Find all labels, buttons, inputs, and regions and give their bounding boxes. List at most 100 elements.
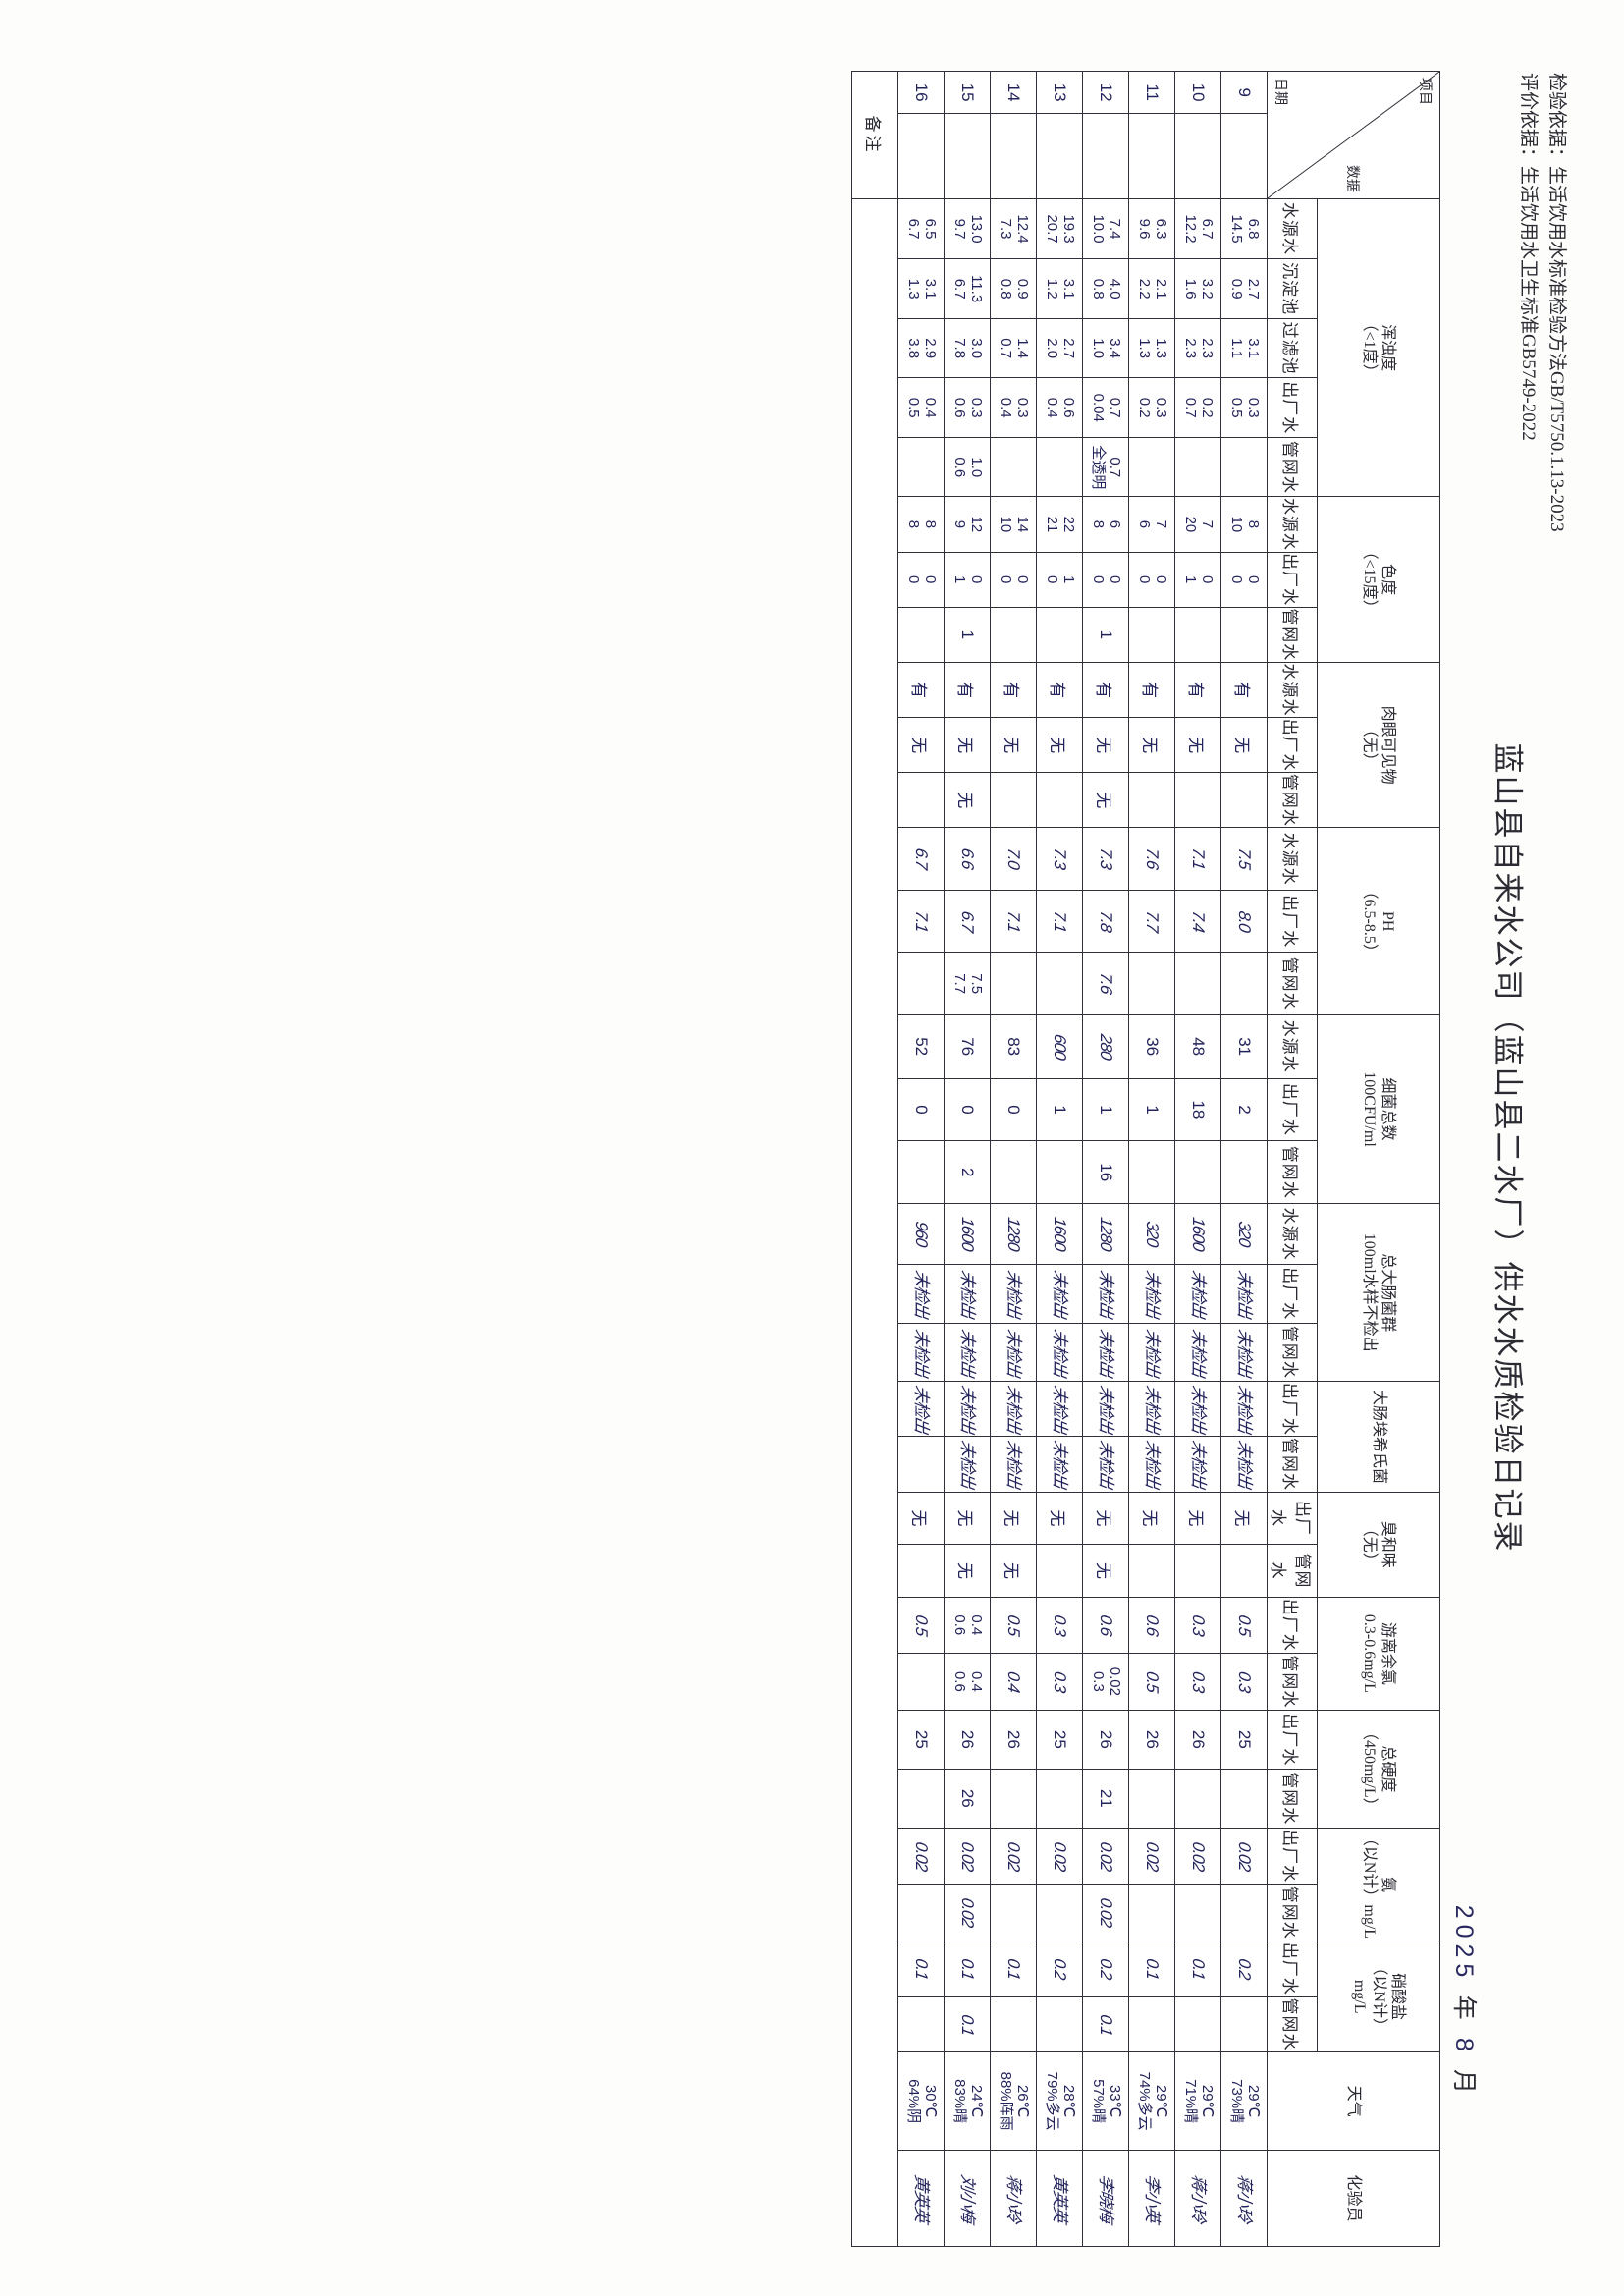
cell-coliform-source[interactable]: 1280 — [1082, 1203, 1129, 1265]
cell-nitrate-network[interactable]: 0.1 — [944, 1996, 991, 2052]
cell-ammonia-network[interactable]: 0.02 — [1082, 1884, 1129, 1941]
cell-chlorine-plant[interactable]: 0.5 — [1220, 1597, 1268, 1654]
cell-ph-network[interactable] — [990, 952, 1037, 1015]
cell-ammonia-network[interactable] — [1174, 1884, 1221, 1941]
cell-visible-network[interactable] — [1036, 772, 1083, 828]
cell-chroma-network[interactable] — [897, 607, 945, 663]
cell-turbidity-settling[interactable]: 3.2 1.6 — [1174, 258, 1221, 319]
cell-chlorine-network[interactable]: 0.4 0.6 — [944, 1653, 991, 1711]
cell-weather[interactable]: 33℃ 57%晴 — [1082, 2051, 1129, 2151]
cell-turbidity-source[interactable]: 13.0 9.7 — [944, 198, 991, 259]
cell-ph-plant[interactable]: 7.8 — [1082, 890, 1129, 953]
cell-hardness-network[interactable]: 21 — [1082, 1769, 1129, 1829]
cell-ph-plant[interactable]: 7.1 — [1036, 890, 1083, 953]
cell-turbidity-source[interactable]: 12.4 7.3 — [990, 198, 1037, 259]
cell-odor-network[interactable]: 无 — [944, 1544, 991, 1598]
cell-bacteria-source[interactable]: 48 — [1174, 1014, 1221, 1078]
cell-hardness-plant[interactable]: 26 — [1082, 1710, 1129, 1770]
cell-ammonia-plant[interactable]: 0.02 — [897, 1828, 945, 1885]
cell-turbidity-network[interactable]: 0.7 全透明 — [1082, 437, 1129, 497]
cell-chroma-network[interactable] — [1128, 607, 1175, 663]
cell-chroma-network[interactable]: 1 — [944, 607, 991, 663]
cell-visible-network[interactable]: 无 — [1082, 772, 1129, 828]
cell-ph-plant[interactable]: 6.7 — [944, 890, 991, 953]
cell-weather[interactable]: 29℃ 74%多云 — [1128, 2051, 1175, 2151]
cell-chlorine-network[interactable]: 0.5 — [1128, 1653, 1175, 1711]
cell-hardness-network[interactable] — [897, 1769, 945, 1829]
cell-weather[interactable]: 28℃ 79%多云 — [1036, 2051, 1083, 2151]
cell-ph-network[interactable] — [1174, 952, 1221, 1015]
cell-bacteria-network[interactable] — [1128, 1140, 1175, 1204]
cell-odor-plant[interactable]: 无 — [1174, 1492, 1221, 1545]
cell-coliform-source[interactable]: 960 — [897, 1203, 945, 1265]
cell-ammonia-plant[interactable]: 0.02 — [1220, 1828, 1268, 1885]
cell-ammonia-network[interactable] — [1036, 1884, 1083, 1941]
cell-ph-source[interactable]: 7.1 — [1174, 827, 1221, 891]
cell-bacteria-network[interactable] — [1220, 1140, 1268, 1204]
cell-coliform-plant[interactable]: 未检出 — [897, 1264, 945, 1324]
cell-chroma-source[interactable]: 12 9 — [944, 496, 991, 553]
cell-chroma-network[interactable] — [990, 607, 1037, 663]
cell-nitrate-network[interactable] — [1036, 1996, 1083, 2052]
cell-coliform-source[interactable]: 320 — [1128, 1203, 1175, 1265]
cell-visible-source[interactable]: 有 — [1220, 662, 1268, 718]
cell-turbidity-plant[interactable]: 0.6 0.4 — [1036, 377, 1083, 438]
cell-ecoli-network[interactable]: 未检出 — [1220, 1436, 1268, 1493]
cell-turbidity-settling[interactable]: 3.1 1.2 — [1036, 258, 1083, 319]
cell-chroma-network[interactable]: 1 — [1082, 607, 1129, 663]
cell-turbidity-plant[interactable]: 0.7 0.04 — [1082, 377, 1129, 438]
cell-ph-source[interactable]: 7.3 — [1036, 827, 1083, 891]
cell-turbidity-settling[interactable]: 3.1 1.3 — [897, 258, 945, 319]
cell-odor-plant[interactable]: 无 — [990, 1492, 1037, 1545]
cell-coliform-plant[interactable]: 未检出 — [1082, 1264, 1129, 1324]
cell-bacteria-network[interactable] — [897, 1140, 945, 1204]
cell-ammonia-network[interactable] — [1220, 1884, 1268, 1941]
cell-ph-network[interactable] — [1036, 952, 1083, 1015]
cell-visible-source[interactable]: 有 — [990, 662, 1037, 718]
cell-turbidity-settling[interactable]: 2.1 2.2 — [1128, 258, 1175, 319]
cell-turbidity-source[interactable]: 7.4 10.0 — [1082, 198, 1129, 259]
cell-ecoli-plant[interactable]: 未检出 — [897, 1381, 945, 1437]
cell-turbidity-filter[interactable]: 1.3 1.3 — [1128, 318, 1175, 378]
cell-visible-plant[interactable]: 无 — [944, 717, 991, 773]
cell-analyst[interactable]: 蒋小玲 — [1220, 2150, 1268, 2247]
cell-nitrate-plant[interactable]: 0.1 — [944, 1941, 991, 1997]
cell-weather[interactable]: 29℃ 73%晴 — [1220, 2051, 1268, 2151]
cell-visible-source[interactable]: 有 — [1036, 662, 1083, 718]
cell-odor-plant[interactable]: 无 — [944, 1492, 991, 1545]
cell-ph-plant[interactable]: 7.4 — [1174, 890, 1221, 953]
cell-weather[interactable]: 30℃ 64%阴 — [897, 2051, 945, 2151]
cell-nitrate-plant[interactable]: 0.2 — [1220, 1941, 1268, 1997]
cell-coliform-plant[interactable]: 未检出 — [1174, 1264, 1221, 1324]
cell-visible-source[interactable]: 有 — [1174, 662, 1221, 718]
cell-visible-source[interactable]: 有 — [944, 662, 991, 718]
cell-visible-plant[interactable]: 无 — [1128, 717, 1175, 773]
cell-chroma-source[interactable]: 7 20 — [1174, 496, 1221, 553]
cell-odor-plant[interactable]: 无 — [1128, 1492, 1175, 1545]
cell-ph-plant[interactable]: 8.0 — [1220, 890, 1268, 953]
cell-nitrate-network[interactable]: 0.1 — [1082, 1996, 1129, 2052]
cell-turbidity-plant[interactable]: 0.4 0.5 — [897, 377, 945, 438]
cell-coliform-source[interactable]: 1600 — [1036, 1203, 1083, 1265]
cell-turbidity-plant[interactable]: 0.3 0.2 — [1128, 377, 1175, 438]
cell-coliform-source[interactable]: 320 — [1220, 1203, 1268, 1265]
cell-ecoli-plant[interactable]: 未检出 — [1220, 1381, 1268, 1437]
cell-hardness-network[interactable] — [1128, 1769, 1175, 1829]
cell-turbidity-filter[interactable]: 2.7 2.0 — [1036, 318, 1083, 378]
cell-ammonia-network[interactable] — [897, 1884, 945, 1941]
cell-ph-source[interactable]: 6.7 — [897, 827, 945, 891]
cell-odor-network[interactable] — [1220, 1544, 1268, 1598]
cell-turbidity-settling[interactable]: 2.7 0.9 — [1220, 258, 1268, 319]
cell-nitrate-plant[interactable]: 0.1 — [990, 1941, 1037, 1997]
cell-bacteria-plant[interactable]: 0 — [897, 1078, 945, 1141]
cell-hardness-network[interactable]: 26 — [944, 1769, 991, 1829]
cell-ph-source[interactable]: 7.6 — [1128, 827, 1175, 891]
cell-hardness-plant[interactable]: 25 — [1036, 1710, 1083, 1770]
cell-turbidity-plant[interactable]: 0.3 0.5 — [1220, 377, 1268, 438]
